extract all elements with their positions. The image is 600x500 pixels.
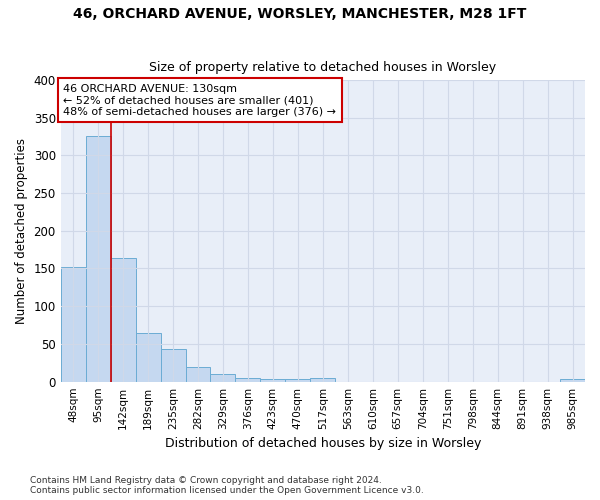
Bar	[235, 378, 260, 382]
Bar	[86, 136, 110, 382]
Bar	[286, 378, 310, 382]
Bar	[560, 378, 585, 382]
Bar	[110, 258, 136, 382]
Y-axis label: Number of detached properties: Number of detached properties	[15, 138, 28, 324]
Bar	[211, 374, 235, 382]
Bar	[161, 349, 185, 382]
Bar	[310, 378, 335, 382]
Bar	[260, 378, 286, 382]
Text: Contains HM Land Registry data © Crown copyright and database right 2024.
Contai: Contains HM Land Registry data © Crown c…	[30, 476, 424, 495]
Bar	[136, 334, 161, 382]
Title: Size of property relative to detached houses in Worsley: Size of property relative to detached ho…	[149, 62, 496, 74]
X-axis label: Distribution of detached houses by size in Worsley: Distribution of detached houses by size …	[164, 437, 481, 450]
Bar	[185, 366, 211, 382]
Bar	[61, 267, 86, 382]
Text: 46, ORCHARD AVENUE, WORSLEY, MANCHESTER, M28 1FT: 46, ORCHARD AVENUE, WORSLEY, MANCHESTER,…	[73, 8, 527, 22]
Text: 46 ORCHARD AVENUE: 130sqm
← 52% of detached houses are smaller (401)
48% of semi: 46 ORCHARD AVENUE: 130sqm ← 52% of detac…	[63, 84, 336, 117]
